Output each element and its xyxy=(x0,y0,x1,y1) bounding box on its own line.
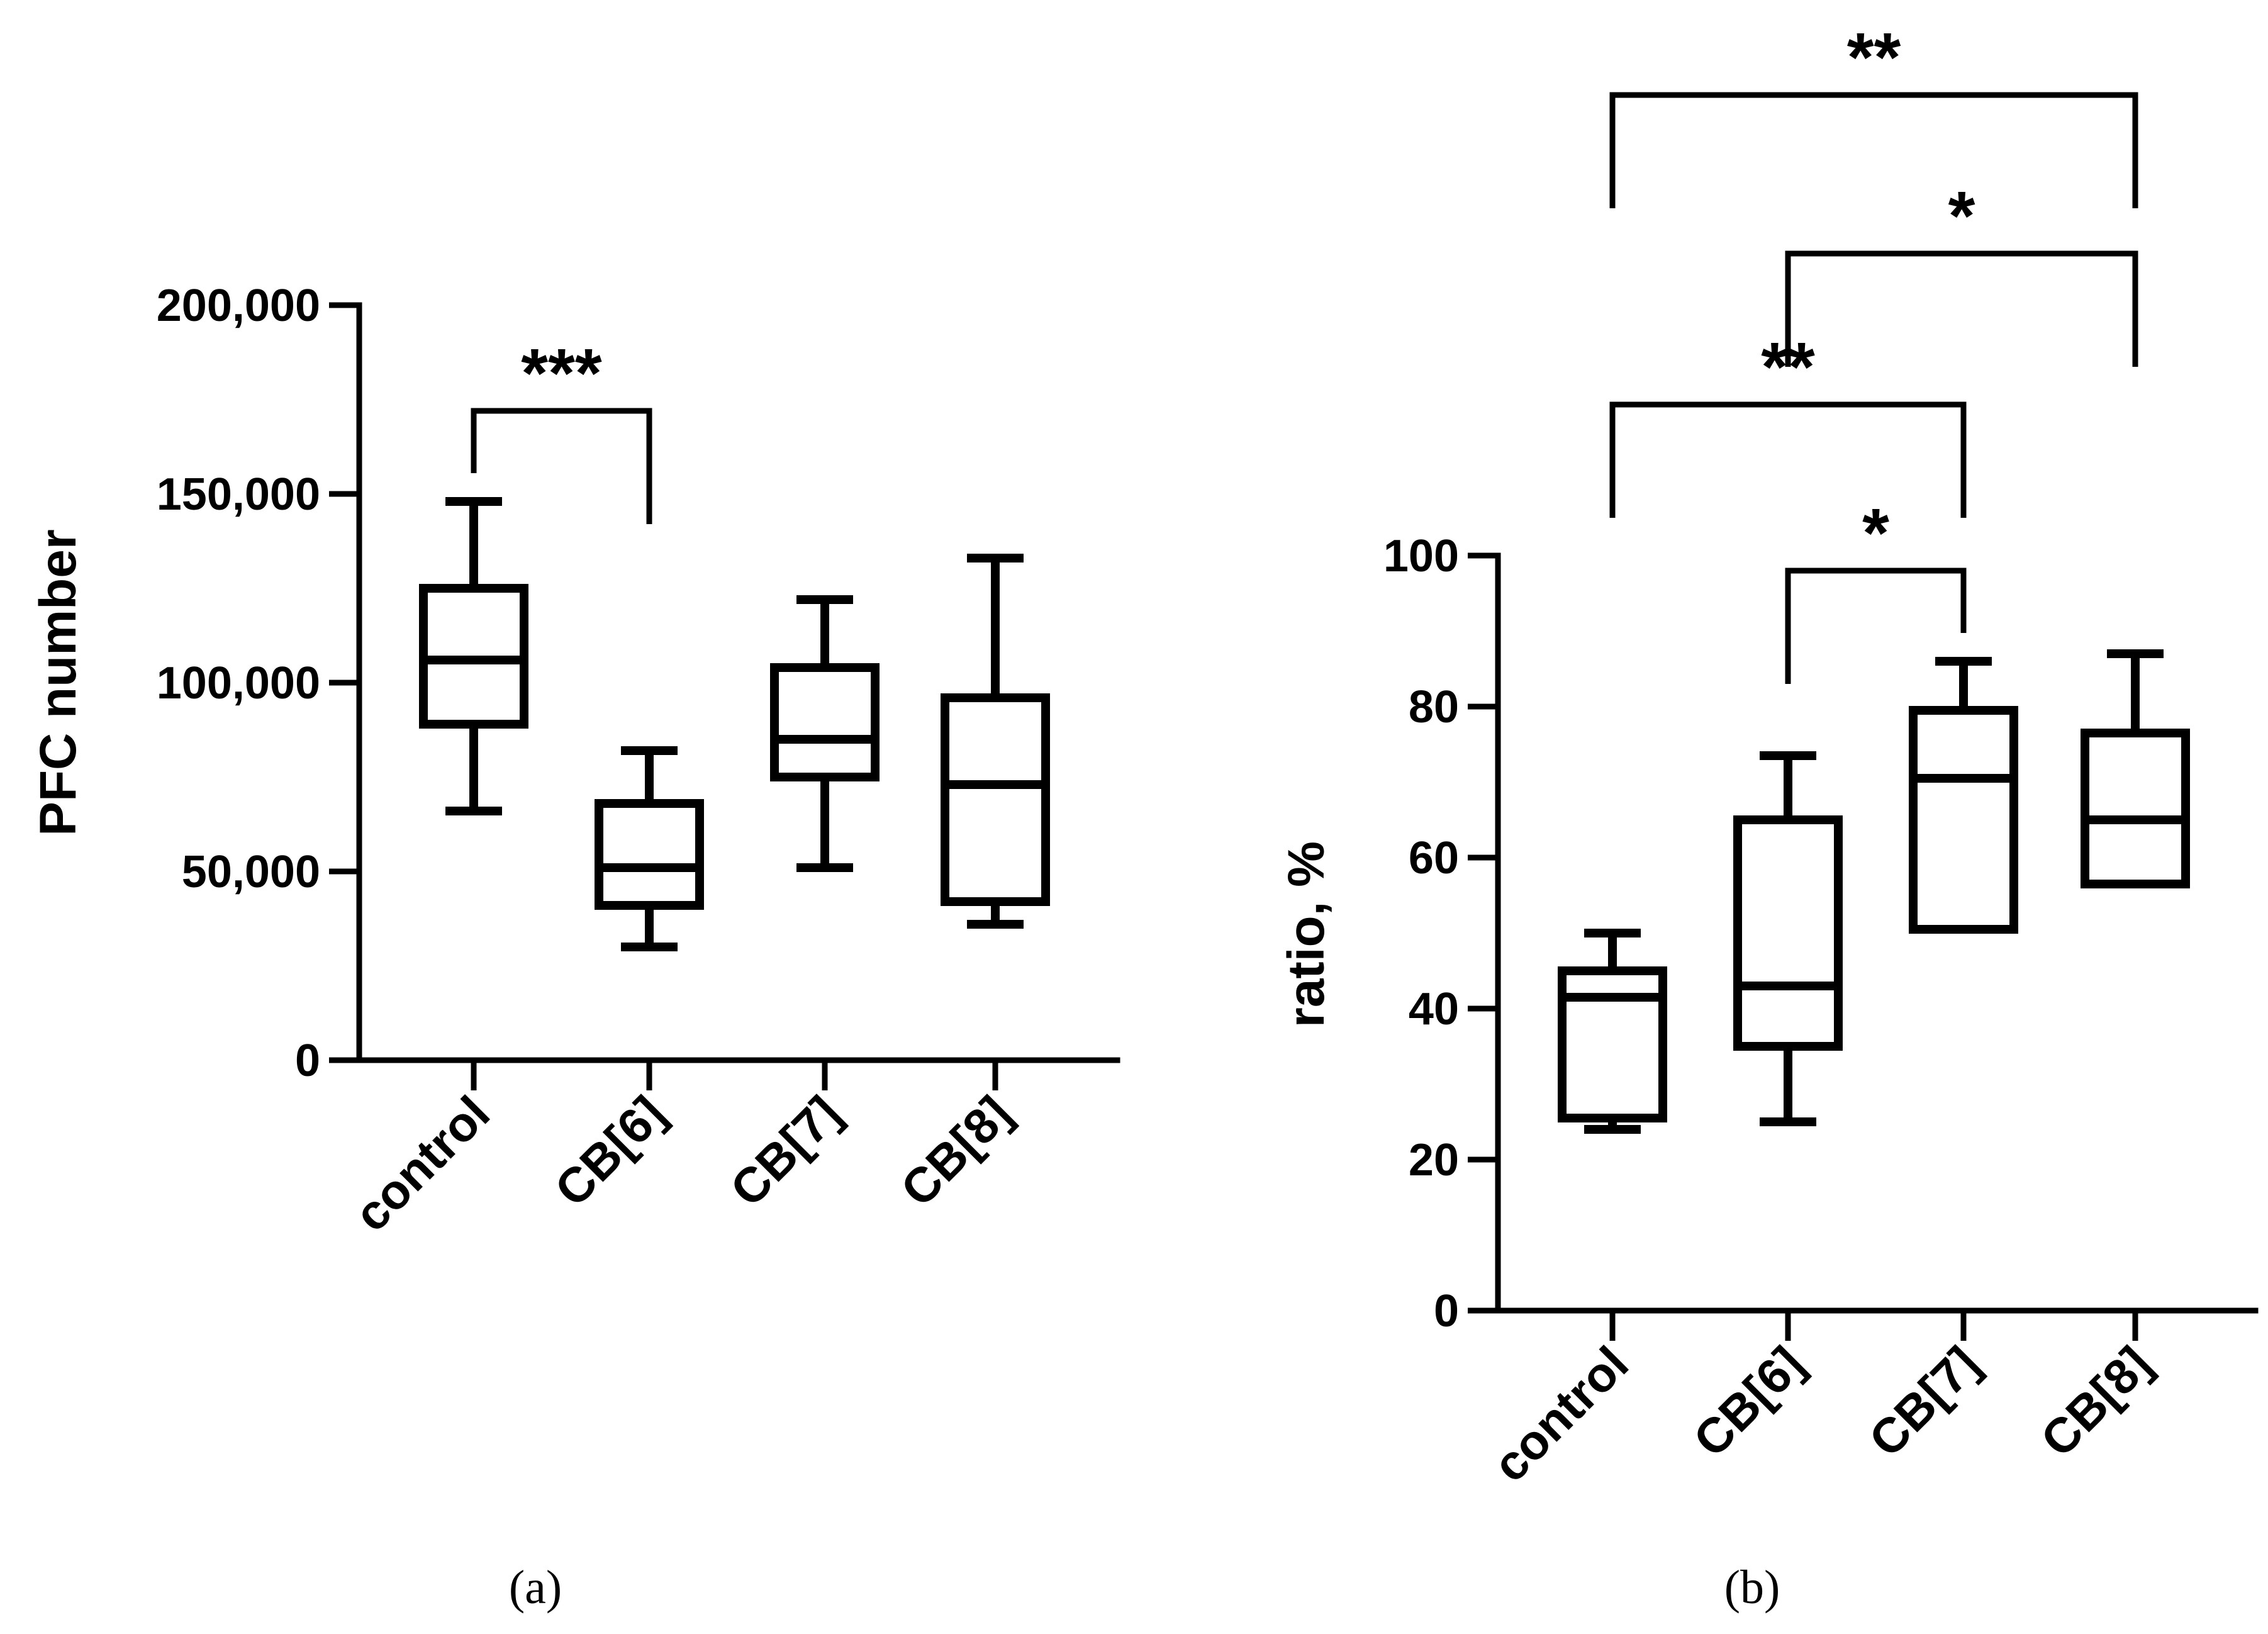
y-tick-label: 20 xyxy=(1409,1135,1459,1185)
y-tick-label: 80 xyxy=(1409,682,1459,732)
iqr-box xyxy=(770,663,880,781)
y-tick-label: 200,000 xyxy=(157,281,320,331)
box-cb8 xyxy=(941,554,1050,929)
x-tick-label: CB[7] xyxy=(1858,1336,1990,1467)
significance-stars: * xyxy=(1862,495,1889,572)
significance-stars: * xyxy=(1948,177,1975,255)
y-tick-label: 100 xyxy=(1383,531,1459,581)
y-tick-label: 100,000 xyxy=(157,658,320,708)
x-tick-label: CB[8] xyxy=(2030,1336,2162,1467)
panel-label: (b) xyxy=(1724,1561,1780,1614)
significance-stars: ** xyxy=(1847,19,1901,96)
significance-bracket xyxy=(1785,250,2138,367)
box-cb7 xyxy=(1909,657,2018,934)
iqr-box xyxy=(2081,729,2190,888)
box-cb6 xyxy=(1733,751,1843,1126)
significance-bracket xyxy=(1785,568,1967,684)
iqr-box xyxy=(595,799,704,910)
box-cb6 xyxy=(595,746,704,951)
x-tick-label: control xyxy=(344,1085,500,1242)
y-tick-label: 0 xyxy=(1434,1286,1459,1336)
significance-bracket xyxy=(1609,92,2138,208)
significance-bracket xyxy=(1609,401,1967,518)
x-tick-label: control xyxy=(1482,1336,1639,1492)
panel-label: (a) xyxy=(509,1561,562,1614)
chart-b: 0 20 40 60 80 100 ratio, % control CB[6] CB[7] CB[… xyxy=(1278,19,2259,1614)
significance-stars: *** xyxy=(521,335,602,412)
box-cb8 xyxy=(2081,649,2190,888)
y-tick-label: 40 xyxy=(1409,984,1459,1034)
y-axis-title: ratio, % xyxy=(1278,841,1335,1027)
x-tick-label: CB[8] xyxy=(890,1085,1022,1217)
iqr-box xyxy=(941,693,1050,906)
box-cb7 xyxy=(770,595,880,872)
chart-a: 0 50,000 100,000 150,000 200,000 PFC number co… xyxy=(30,281,1120,1614)
box-control xyxy=(1558,929,1667,1134)
y-tick-label: 60 xyxy=(1409,833,1459,883)
iqr-box xyxy=(1733,815,1843,1051)
box-control xyxy=(419,497,528,815)
y-axis-title: PFC number xyxy=(30,529,87,836)
y-tick-label: 150,000 xyxy=(157,469,320,520)
iqr-box xyxy=(1909,706,2018,934)
y-tick-label: 0 xyxy=(295,1036,320,1086)
x-tick-label: CB[6] xyxy=(544,1085,676,1217)
significance-bracket xyxy=(471,408,652,524)
y-tick-label: 50,000 xyxy=(182,847,320,897)
iqr-box xyxy=(1558,966,1667,1122)
x-tick-label: CB[6] xyxy=(1683,1336,1814,1467)
x-tick-label: CB[7] xyxy=(720,1085,851,1217)
